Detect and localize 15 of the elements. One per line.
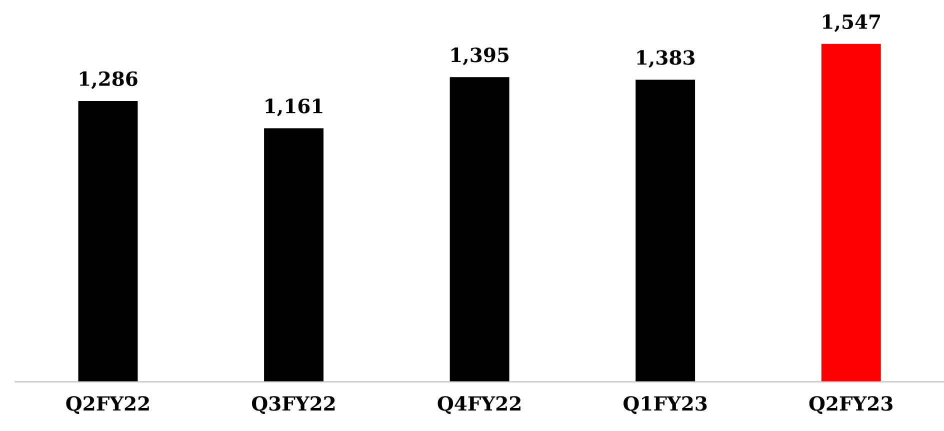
x-tick-label: Q2FY23 (809, 396, 892, 414)
x-tick-label: Q4FY22 (438, 396, 520, 414)
data-label: 1,161 (266, 98, 322, 116)
bar (78, 100, 138, 382)
bar (636, 80, 696, 382)
data-label: 1,395 (451, 48, 509, 66)
bar (450, 77, 510, 382)
x-tick-label: Q3FY22 (252, 396, 335, 414)
bar (264, 128, 324, 382)
data-label: 1,547 (823, 14, 880, 32)
data-label: 1,286 (80, 71, 138, 89)
x-tick-label: Q2FY22 (66, 396, 149, 414)
bar (821, 44, 881, 382)
x-tick-label: Q1FY23 (624, 396, 707, 414)
data-label: 1,383 (637, 50, 695, 68)
